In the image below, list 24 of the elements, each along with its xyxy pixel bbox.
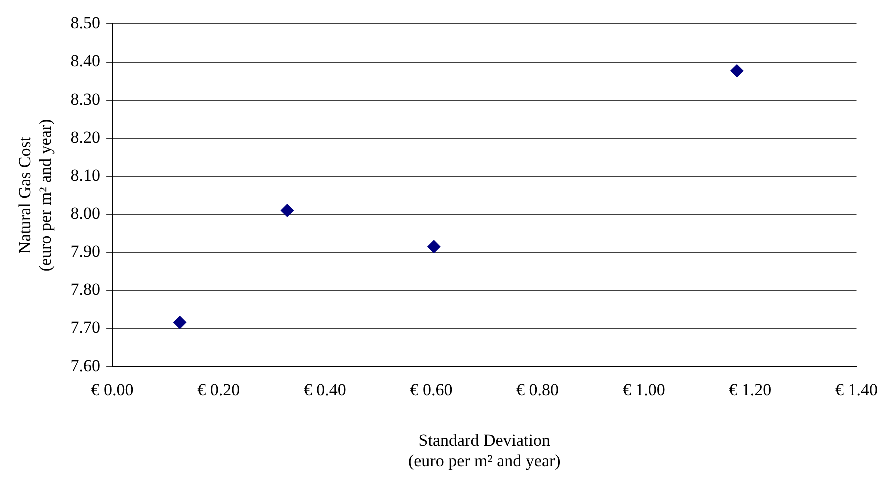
- x-tick-label: € 0.80: [516, 380, 560, 400]
- y-tick-label: 7.90: [70, 242, 101, 262]
- y-axis-title: Natural Gas Cost (euro per m² and year): [16, 119, 56, 272]
- point: [428, 240, 441, 254]
- x-tick-label: € 0.60: [410, 380, 453, 400]
- y-tick-label: 8.50: [70, 14, 101, 33]
- point: [280, 204, 294, 218]
- x-tick-label: € 1.40: [836, 380, 878, 400]
- y-tick-label: 8.40: [70, 52, 101, 71]
- x-axis-title: Standard Deviation (euro per m² and year): [408, 430, 561, 470]
- y-tick-label: 7.80: [70, 280, 101, 300]
- point: [174, 316, 187, 330]
- x-tick-label: € 0.40: [304, 380, 346, 400]
- y-tick-label: 8.10: [70, 166, 101, 185]
- point: [730, 64, 744, 78]
- x-tick-label: € 1.20: [729, 380, 772, 400]
- x-tick-label: € 1.00: [622, 380, 666, 400]
- x-tick-label: € 0.00: [91, 380, 134, 400]
- y-tick-label: 8.00: [70, 204, 101, 223]
- x-tick-label: € 0.20: [198, 380, 240, 400]
- y-tick-label: 7.60: [70, 356, 101, 376]
- y-tick-label: 8.20: [70, 128, 101, 147]
- y-tick-label: 8.30: [70, 90, 101, 109]
- y-tick-label: 7.70: [70, 318, 101, 338]
